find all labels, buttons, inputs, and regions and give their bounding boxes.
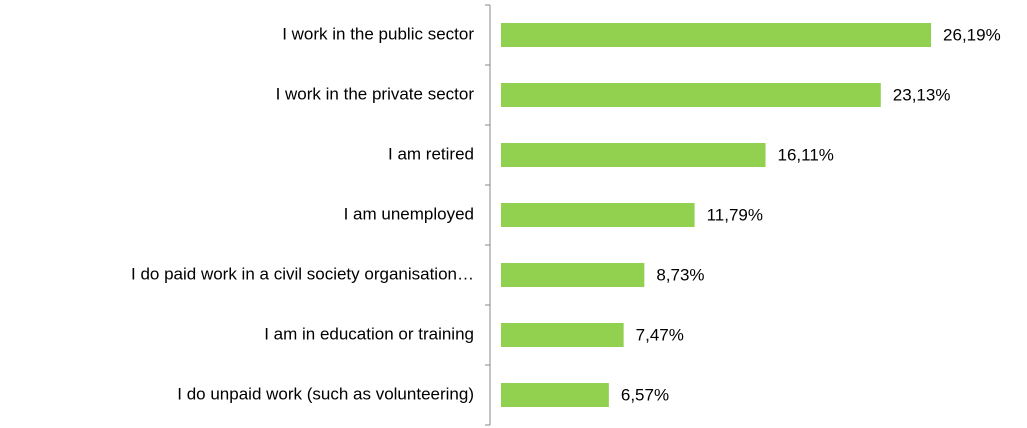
- category-label: I am unemployed: [344, 204, 474, 223]
- bar: [501, 203, 695, 227]
- value-label: 7,47%: [636, 325, 684, 344]
- category-label: I do paid work in a civil society organi…: [131, 264, 474, 283]
- category-label: I am retired: [388, 144, 474, 163]
- value-label: 16,11%: [778, 145, 834, 164]
- bar: [501, 383, 609, 407]
- bar: [501, 143, 766, 167]
- value-label: 8,73%: [656, 265, 704, 284]
- category-label: I work in the public sector: [282, 24, 474, 43]
- value-label: 11,79%: [707, 205, 763, 224]
- bar: [501, 83, 881, 107]
- category-label: I am in education or training: [264, 324, 474, 343]
- category-label: I do unpaid work (such as volunteering): [177, 384, 474, 403]
- value-label: 23,13%: [893, 85, 951, 104]
- bar: [501, 263, 645, 287]
- value-label: 6,57%: [621, 385, 669, 404]
- bar: [501, 23, 932, 47]
- category-label: I work in the private sector: [276, 84, 475, 103]
- bar: [501, 323, 624, 347]
- value-label: 26,19%: [943, 25, 1001, 44]
